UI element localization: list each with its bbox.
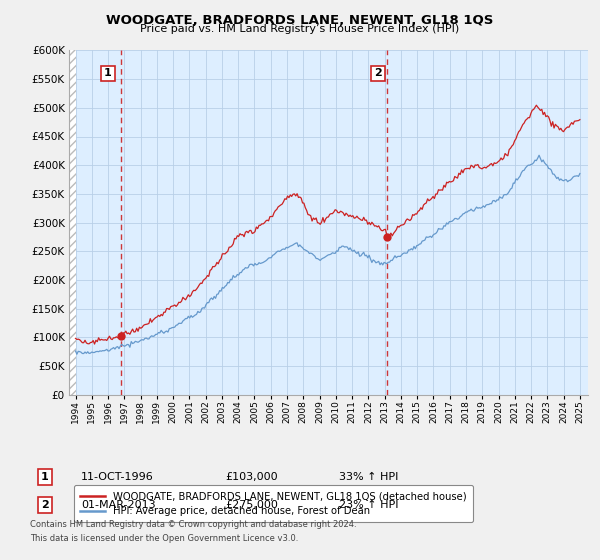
Text: 33% ↑ HPI: 33% ↑ HPI	[339, 472, 398, 482]
Text: Price paid vs. HM Land Registry’s House Price Index (HPI): Price paid vs. HM Land Registry’s House …	[140, 24, 460, 34]
Text: WOODGATE, BRADFORDS LANE, NEWENT, GL18 1QS: WOODGATE, BRADFORDS LANE, NEWENT, GL18 1…	[106, 14, 494, 27]
Text: 1: 1	[104, 68, 112, 78]
Text: Contains HM Land Registry data © Crown copyright and database right 2024.: Contains HM Land Registry data © Crown c…	[30, 520, 356, 529]
Legend: WOODGATE, BRADFORDS LANE, NEWENT, GL18 1QS (detached house), HPI: Average price,: WOODGATE, BRADFORDS LANE, NEWENT, GL18 1…	[74, 486, 473, 522]
Text: 11-OCT-1996: 11-OCT-1996	[81, 472, 154, 482]
Text: £275,000: £275,000	[225, 500, 278, 510]
Text: 01-MAR-2013: 01-MAR-2013	[81, 500, 155, 510]
FancyBboxPatch shape	[69, 50, 76, 395]
Text: 1: 1	[41, 472, 49, 482]
Text: This data is licensed under the Open Government Licence v3.0.: This data is licensed under the Open Gov…	[30, 534, 298, 543]
Text: 2: 2	[41, 500, 49, 510]
Text: 23% ↑ HPI: 23% ↑ HPI	[339, 500, 398, 510]
Text: 2: 2	[374, 68, 382, 78]
Text: £103,000: £103,000	[225, 472, 278, 482]
